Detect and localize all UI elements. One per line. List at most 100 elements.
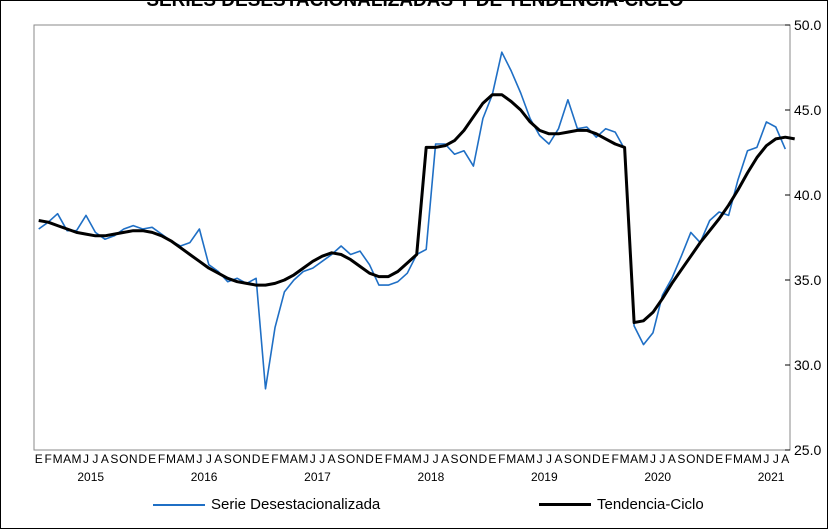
x-year-label: 2015 — [77, 470, 104, 484]
x-tick-label: J — [92, 452, 98, 466]
x-year-label: 2020 — [644, 470, 671, 484]
x-tick-label: M — [733, 452, 743, 466]
y-tick-label: 35.0 — [794, 272, 821, 288]
x-tick-label: M — [298, 452, 308, 466]
x-tick-label: J — [206, 452, 212, 466]
x-tick-label: A — [101, 452, 109, 466]
legend-swatch-serie — [153, 503, 205, 506]
x-tick-label: J — [310, 452, 316, 466]
y-tick-label: 25.0 — [794, 442, 821, 458]
legend-item-tendencia: Tendencia-Ciclo — [539, 496, 704, 513]
x-tick-label: D — [479, 452, 488, 466]
x-tick-label: M — [412, 452, 422, 466]
x-tick-label: J — [546, 452, 552, 466]
x-tick-label: N — [129, 452, 138, 466]
x-tick-label: M — [506, 452, 516, 466]
x-tick-label: A — [63, 452, 71, 466]
x-tick-label: O — [573, 452, 582, 466]
legend: Serie Desestacionalizada Tendencia-Ciclo — [1, 496, 827, 526]
x-tick-label: J — [650, 452, 656, 466]
y-tick-label: 30.0 — [794, 357, 821, 373]
legend-swatch-tendencia — [539, 503, 591, 506]
x-tick-label: S — [337, 452, 345, 466]
x-tick-label: O — [119, 452, 128, 466]
x-tick-label: J — [83, 452, 89, 466]
x-tick-label: J — [659, 452, 665, 466]
x-tick-label: A — [176, 452, 184, 466]
x-tick-label: M — [525, 452, 535, 466]
x-tick-label: M — [72, 452, 82, 466]
x-tick-label: J — [773, 452, 779, 466]
legend-label-tendencia: Tendencia-Ciclo — [597, 496, 704, 513]
x-tick-label: A — [290, 452, 298, 466]
x-tick-label: E — [602, 452, 610, 466]
x-tick-label: A — [403, 452, 411, 466]
x-tick-label: A — [328, 452, 336, 466]
x-tick-label: M — [752, 452, 762, 466]
x-tick-label: N — [582, 452, 591, 466]
x-year-label: 2017 — [304, 470, 331, 484]
x-tick-label: M — [166, 452, 176, 466]
x-tick-label: S — [677, 452, 685, 466]
x-tick-label: J — [433, 452, 439, 466]
y-tick-label: 40.0 — [794, 187, 821, 203]
x-tick-label: N — [469, 452, 478, 466]
x-tick-label: F — [498, 452, 505, 466]
x-tick-label: F — [45, 452, 52, 466]
x-tick-label: M — [185, 452, 195, 466]
x-tick-label: S — [564, 452, 572, 466]
x-year-label: 2016 — [191, 470, 218, 484]
x-tick-label: E — [35, 452, 43, 466]
y-tick-label: 45.0 — [794, 102, 821, 118]
x-tick-label: S — [224, 452, 232, 466]
x-tick-label: D — [365, 452, 374, 466]
x-tick-label: E — [375, 452, 383, 466]
x-tick-label: M — [393, 452, 403, 466]
x-tick-label: A — [743, 452, 751, 466]
x-tick-label: S — [110, 452, 118, 466]
x-tick-label: E — [488, 452, 496, 466]
legend-item-serie: Serie Desestacionalizada — [153, 496, 380, 513]
x-tick-label: J — [537, 452, 543, 466]
x-tick-label: J — [319, 452, 325, 466]
x-tick-label: O — [233, 452, 242, 466]
x-tick-label: O — [686, 452, 695, 466]
y-axis: 50.0 45.0 40.0 35.0 30.0 25.0 — [785, 17, 821, 458]
x-tick-label: D — [252, 452, 261, 466]
x-tick-label: F — [385, 452, 392, 466]
x-tick-label: D — [592, 452, 601, 466]
x-year-label: 2019 — [531, 470, 558, 484]
x-tick-label: F — [158, 452, 165, 466]
series-lines — [38, 51, 795, 390]
x-tick-label: M — [620, 452, 630, 466]
x-tick-label: O — [346, 452, 355, 466]
x-tick-label: E — [148, 452, 156, 466]
x-year-label: 2021 — [758, 470, 785, 484]
x-year-label: 2018 — [418, 470, 445, 484]
x-tick-label: F — [271, 452, 278, 466]
x-tick-label: M — [639, 452, 649, 466]
x-tick-label: A — [554, 452, 562, 466]
x-tick-label: O — [459, 452, 468, 466]
x-tick-label: N — [242, 452, 251, 466]
x-tick-label: A — [517, 452, 525, 466]
x-tick-label: N — [356, 452, 365, 466]
legend-label-serie: Serie Desestacionalizada — [211, 496, 381, 513]
chart-title: SERIES DESESTACIONALIZADAS Y DE TENDENCI… — [146, 0, 684, 11]
x-tick-label: M — [53, 452, 63, 466]
x-tick-label: J — [763, 452, 769, 466]
x-tick-label: A — [441, 452, 449, 466]
x-tick-label: M — [279, 452, 289, 466]
x-tick-label: A — [781, 452, 789, 466]
x-tick-label: N — [696, 452, 705, 466]
x-tick-label: E — [262, 452, 270, 466]
series-line-tendencia-ciclo — [38, 93, 795, 324]
x-tick-label: D — [705, 452, 714, 466]
x-tick-label: J — [423, 452, 429, 466]
x-tick-label: A — [214, 452, 222, 466]
x-tick-label: F — [612, 452, 619, 466]
plot-area — [33, 24, 791, 451]
